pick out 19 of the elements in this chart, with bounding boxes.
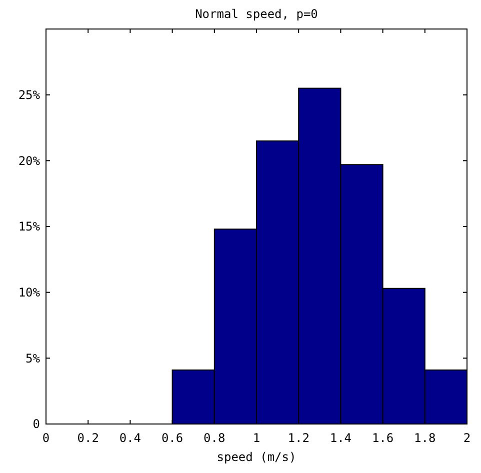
chart-title: Normal speed, p=0	[195, 7, 318, 21]
x-tick-label: 2	[463, 431, 471, 445]
x-axis-title: speed (m/s)	[216, 450, 296, 464]
x-tick-label: 0.2	[77, 431, 99, 445]
y-tick-label: 5%	[26, 351, 41, 366]
y-tick-label: 20%	[18, 154, 41, 168]
y-tick-label: 15%	[18, 220, 41, 234]
x-tick-label: 0.8	[204, 431, 226, 445]
x-tick-label: 0.4	[119, 431, 142, 445]
x-tick-label: 1.2	[288, 431, 310, 445]
x-tick-label: 0.6	[161, 431, 184, 445]
y-tick-label: 0	[32, 417, 40, 432]
y-tick-label: 10%	[18, 286, 41, 300]
x-tick-label: 0	[42, 431, 50, 445]
x-tick-label: 1	[252, 431, 260, 445]
y-tick-label: 25%	[18, 88, 41, 102]
x-tick-label: 1.6	[372, 431, 394, 445]
x-tick-label: 1.4	[330, 431, 352, 445]
x-tick-label: 1.8	[414, 431, 436, 445]
